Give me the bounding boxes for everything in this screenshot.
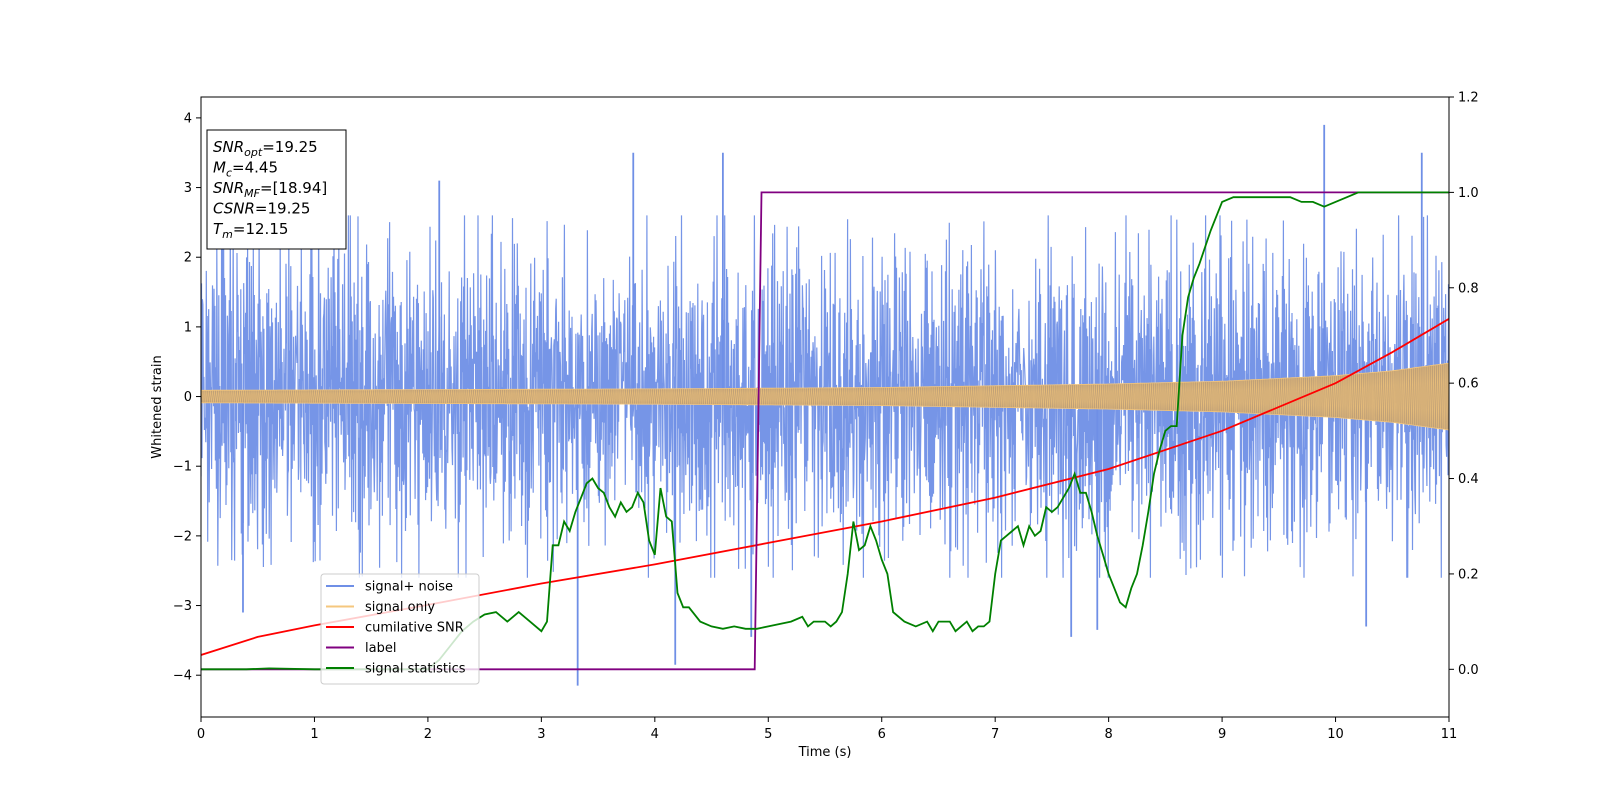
stats-line: Tm=12.15 — [213, 220, 288, 241]
y2-tick-label: 0.0 — [1458, 663, 1479, 678]
y2-tick-label: 0.6 — [1458, 377, 1479, 392]
stat-subscript: opt — [244, 146, 263, 159]
stat-value: =19.25 — [262, 138, 318, 156]
x-tick-label: 9 — [1218, 727, 1226, 742]
x-tick-label: 0 — [197, 727, 205, 742]
x-tick-label: 2 — [424, 727, 432, 742]
y-tick-label: −3 — [173, 599, 192, 614]
legend-frame — [320, 573, 480, 685]
x-tick-label: 1 — [310, 727, 318, 742]
x-tick-label: 5 — [764, 727, 772, 742]
stat-symbol: CSNR — [213, 200, 255, 218]
stat-subscript: c — [226, 167, 232, 180]
y-tick-label: −1 — [173, 460, 192, 475]
stats-box-frame — [206, 129, 347, 250]
y-tick-label: −2 — [173, 529, 192, 544]
legend-label: cumilative SNR — [365, 621, 464, 636]
y-tick-label: −4 — [173, 669, 192, 684]
legend-label: signal statistics — [365, 662, 466, 677]
y-tick-label: 0 — [184, 390, 192, 405]
x-tick-label: 11 — [1441, 727, 1458, 742]
y2-tick-label: 0.8 — [1458, 281, 1479, 296]
y-tick-label: 1 — [184, 320, 192, 335]
stat-value: =[18.94] — [260, 179, 327, 197]
series-signal-only — [201, 362, 1449, 431]
stat-symbol: T — [213, 220, 224, 238]
x-tick-label: 6 — [878, 727, 886, 742]
stat-symbol: SNR — [213, 138, 244, 156]
stat-subscript: MF — [244, 187, 260, 200]
x-tick-label: 10 — [1327, 727, 1344, 742]
axes-frame — [200, 96, 1450, 718]
stat-value: =12.15 — [233, 220, 289, 238]
tick-layer: 0 1 2 3 4 5 6 7 8 9 10 11 −4 −3 −2 −1 0 1 2 3 4 0.0 0.2 0.4 0.6 0… — [173, 91, 1479, 743]
x-tick-label: 3 — [537, 727, 545, 742]
y2-tick-label: 1.2 — [1458, 91, 1479, 106]
y2-tick-label: 0.2 — [1458, 567, 1479, 582]
y-tick-label: 4 — [184, 111, 192, 126]
stat-value: =19.25 — [255, 200, 311, 218]
stats-line: CSNR=19.25 — [213, 200, 310, 218]
series-signal-statistics — [201, 191, 1449, 671]
y2-tick-label: 0.4 — [1458, 472, 1479, 487]
x-tick-label: 7 — [991, 727, 999, 742]
stats-line: SNRopt=19.25 — [213, 138, 318, 159]
stats-line: SNRMF=[18.94] — [213, 179, 327, 200]
stat-subscript: m — [222, 228, 233, 241]
legend-label: signal+ noise — [365, 580, 453, 595]
y-axis-label: Whitened strain — [150, 355, 165, 458]
stats-line: Mc=4.45 — [213, 159, 278, 180]
y-tick-label: 3 — [184, 181, 192, 196]
x-tick-label: 8 — [1104, 727, 1112, 742]
stat-symbol: SNR — [213, 179, 244, 197]
x-axis-label: Time (s) — [798, 745, 852, 760]
y2-tick-label: 1.0 — [1458, 186, 1479, 201]
legend-label: signal only — [365, 600, 435, 615]
stat-symbol: M — [213, 159, 226, 177]
legend-label: label — [365, 641, 396, 656]
stat-value: =4.45 — [232, 159, 278, 177]
y-tick-label: 2 — [184, 251, 192, 266]
x-tick-label: 4 — [651, 727, 659, 742]
signal-oscillation — [201, 363, 1449, 431]
stats-box: SNRopt=19.25Mc=4.45SNRMF=[18.94]CSNR=19.… — [206, 129, 347, 250]
legend: signal+ noise signal only cumilative SNR la… — [320, 573, 480, 685]
